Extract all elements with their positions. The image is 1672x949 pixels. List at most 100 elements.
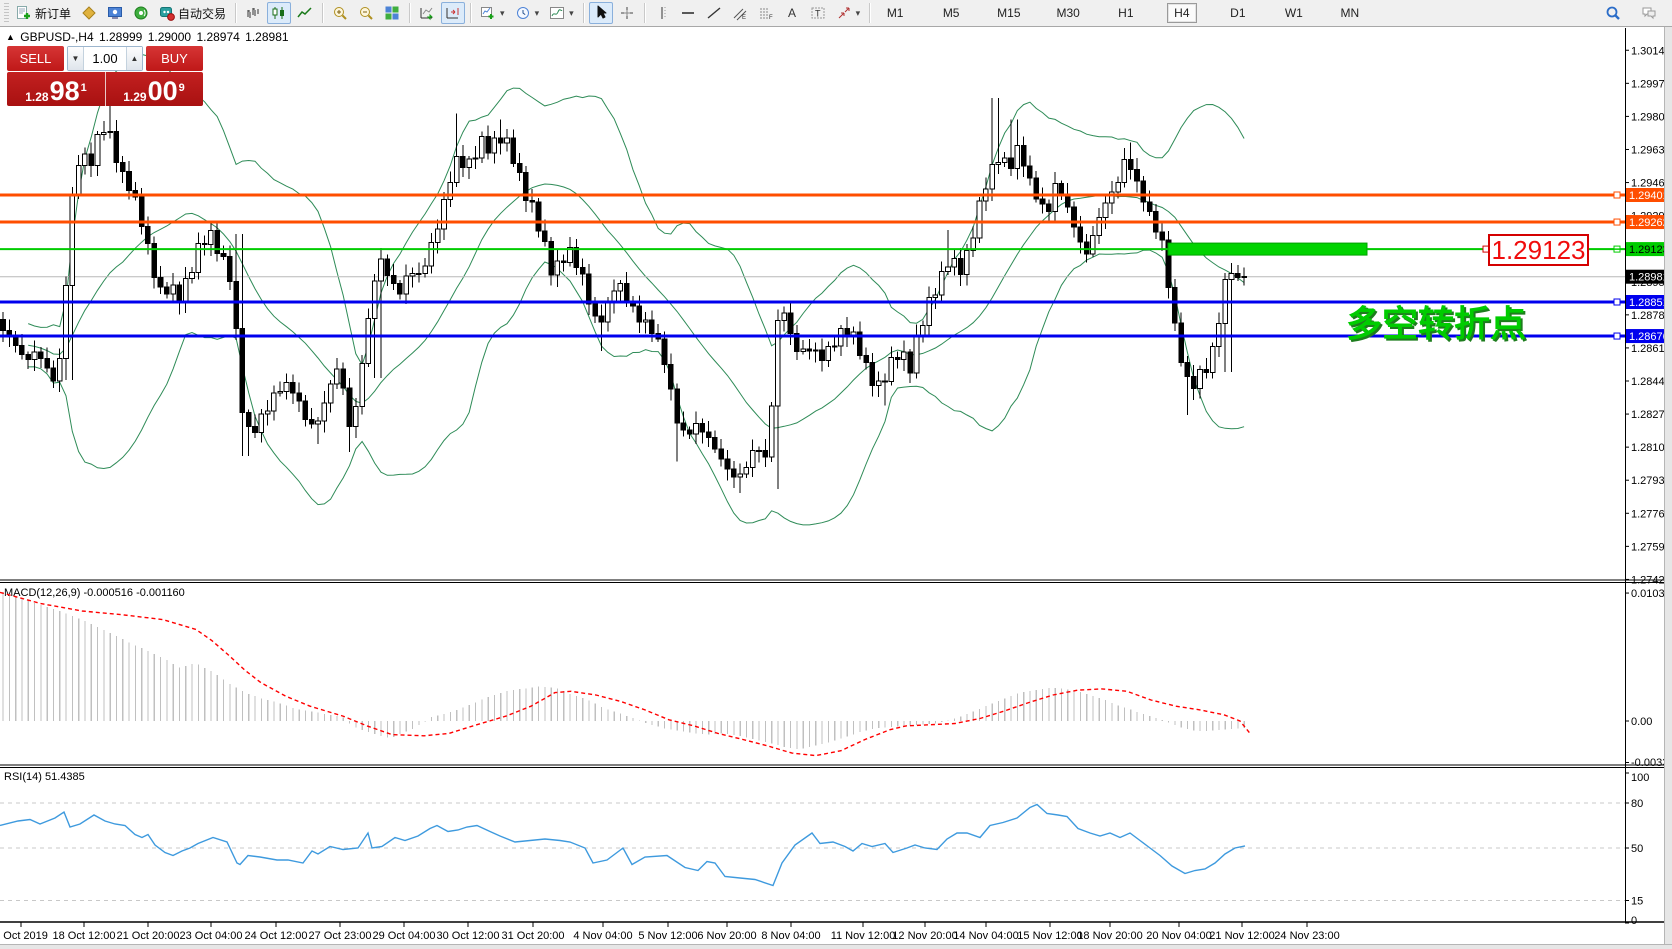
tab-m30[interactable]: M30 [1056, 6, 1080, 20]
autotrading-label: 自动交易 [178, 6, 227, 21]
bar-chart-button[interactable] [241, 2, 265, 24]
volume-decrease-button[interactable]: ▼ [68, 47, 84, 70]
chat-button[interactable] [1637, 2, 1661, 24]
tab-mn[interactable]: MN [1340, 6, 1360, 20]
community-button[interactable] [103, 2, 127, 24]
auto-scroll-button[interactable] [415, 2, 439, 24]
rsi-line [0, 803, 1246, 887]
candle-body [290, 382, 296, 394]
macd-bar [1149, 715, 1151, 721]
sell-price[interactable]: 1.28 98 1 [25, 76, 87, 107]
tab-d1[interactable]: D1 [1230, 6, 1246, 20]
macd-bar [153, 654, 155, 721]
candle-body [642, 319, 649, 323]
new-order-button[interactable]: 新订单 [12, 2, 75, 24]
candlestick-chart-button[interactable] [267, 2, 292, 24]
macd-bar [947, 720, 949, 722]
candle-body [598, 315, 605, 323]
new-chart-button[interactable]: ▾ [476, 2, 509, 24]
macd-bar [355, 721, 357, 728]
hline-icon [680, 5, 696, 21]
text-label-button[interactable]: T [806, 2, 830, 24]
candle-body [1209, 345, 1216, 374]
volume-increase-button[interactable]: ▲ [126, 47, 142, 70]
vline-icon [654, 5, 670, 21]
tab-m5[interactable]: M5 [942, 6, 960, 20]
bollinger-lower-band [28, 249, 1245, 526]
tab-m1[interactable]: M1 [886, 6, 904, 20]
search-button[interactable] [1601, 2, 1625, 24]
macd-bar [336, 716, 338, 721]
macd-bar [128, 642, 130, 721]
volume-value[interactable]: 1.00 [92, 51, 118, 66]
fibonacci-button[interactable]: F [754, 2, 778, 24]
candle-body [825, 345, 832, 362]
buy-button[interactable]: BUY [146, 46, 203, 71]
candle-body [56, 357, 63, 382]
text-button[interactable]: A [780, 2, 804, 24]
macd-bar [103, 629, 105, 721]
price-callout-box[interactable]: 1.29123 [1488, 234, 1589, 266]
macd-bar [412, 721, 414, 729]
indicators-button[interactable]: ▾ [545, 2, 578, 24]
annotation-text[interactable]: 多空转折点 [1345, 303, 1526, 344]
candle-body [756, 449, 762, 452]
candle-body [302, 400, 309, 420]
macd-bar [582, 698, 584, 721]
metaeditor-button[interactable] [77, 2, 101, 24]
candle-body [409, 272, 416, 277]
tab-h4[interactable]: H4 [1166, 3, 1197, 23]
candle-body [605, 301, 611, 323]
line-chart-button[interactable] [293, 2, 317, 24]
chevron-down-icon: ▾ [569, 7, 574, 18]
crosshair-icon [619, 5, 635, 21]
candle-body [195, 242, 202, 274]
level-price-badge-text: 1.29401 [1629, 190, 1669, 202]
autotrading-button[interactable]: 自动交易 [155, 2, 230, 24]
crosshair-button[interactable] [615, 2, 639, 24]
macd-bar [475, 702, 477, 721]
macd-bar [487, 697, 489, 721]
profiles-button[interactable]: ▾ [511, 2, 544, 24]
trendline-button[interactable] [702, 2, 726, 24]
horizontal-line-button[interactable] [676, 2, 700, 24]
macd-bar [443, 713, 445, 721]
macd-bar [802, 721, 804, 749]
equidistant-channel-button[interactable]: E [728, 2, 752, 24]
tile-windows-button[interactable] [380, 2, 404, 24]
macd-bar [78, 618, 80, 721]
macd-bar [267, 700, 269, 721]
macd-bar [1073, 690, 1075, 721]
macd-bar [468, 704, 470, 721]
tab-m15[interactable]: M15 [997, 6, 1021, 20]
buy-price[interactable]: 1.29 00 9 [123, 76, 185, 107]
macd-bar [273, 701, 275, 721]
candle-body [907, 351, 914, 374]
arrows-button[interactable]: ▾ [832, 2, 865, 24]
macd-bar [638, 720, 640, 722]
bars-icon [245, 5, 261, 21]
highlight-zone [1167, 242, 1368, 256]
level-price-badge-text: 1.29123 [1629, 244, 1669, 256]
toolbar-drag-handle[interactable] [4, 3, 9, 23]
cursor-button[interactable] [588, 2, 613, 24]
candles [0, 97, 1247, 493]
tab-w1[interactable]: W1 [1284, 6, 1303, 20]
time-label: 20 Nov 04:00 [1146, 930, 1211, 942]
candle-body [346, 387, 353, 428]
tab-h1[interactable]: H1 [1118, 6, 1134, 20]
zoom-out-button[interactable] [354, 2, 378, 24]
sell-button[interactable]: SELL [7, 46, 64, 71]
candle-body [145, 226, 151, 244]
zoom-in-button[interactable] [328, 2, 352, 24]
signals-button[interactable] [129, 2, 153, 24]
chart-shift-button[interactable] [441, 2, 466, 24]
toolbar-separator [643, 3, 645, 23]
price-scale-label: 1.28445 [1631, 376, 1671, 388]
level-price-badge [1626, 242, 1670, 257]
vertical-line-button[interactable] [650, 2, 674, 24]
macd-bar [745, 721, 748, 738]
candle-body [170, 284, 176, 295]
macd-bar [538, 686, 540, 721]
